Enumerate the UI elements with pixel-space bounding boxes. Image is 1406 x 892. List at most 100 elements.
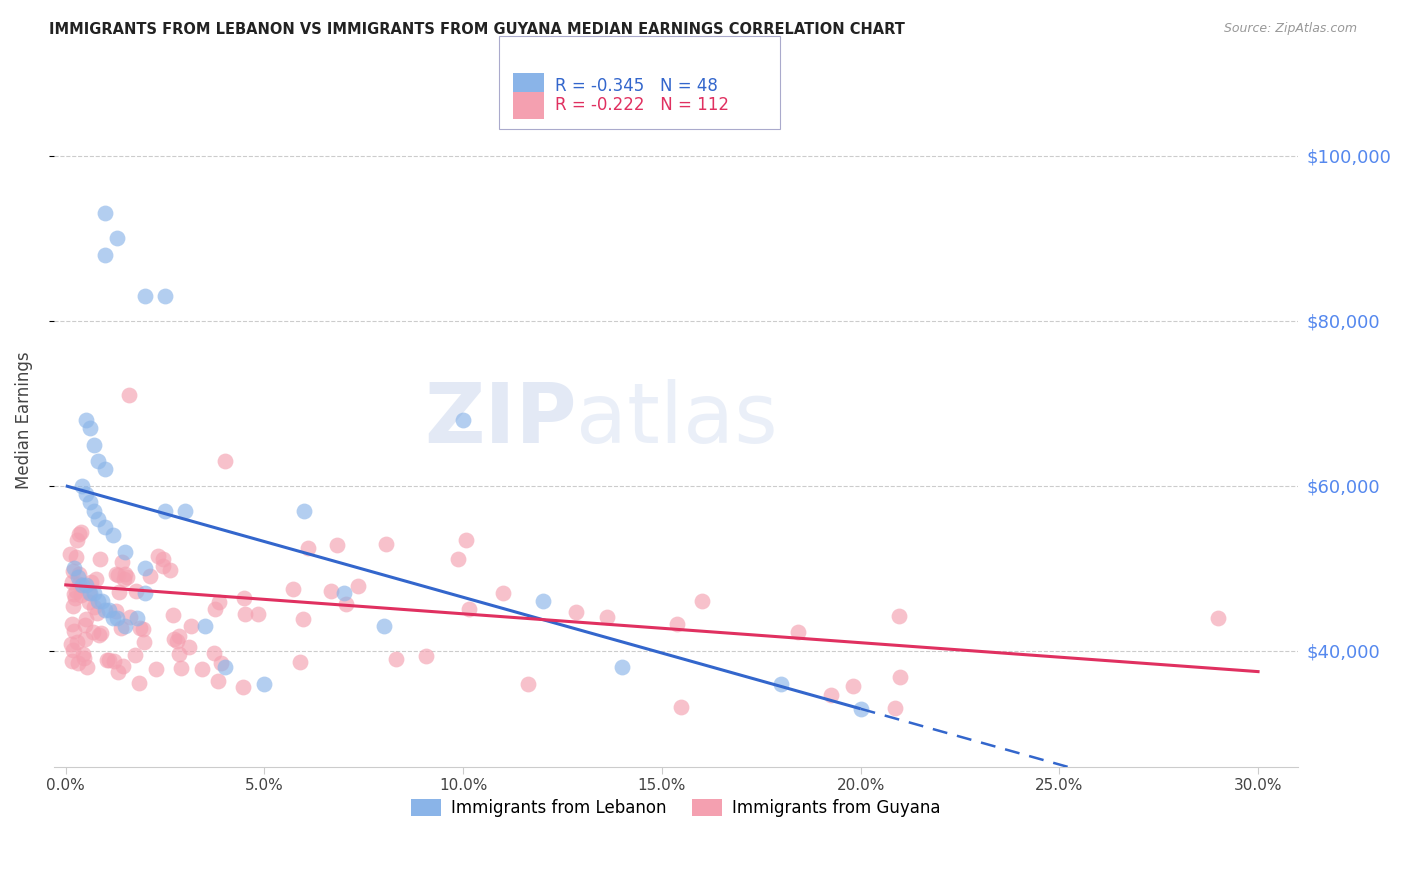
Point (103, 611, 125, 625)
Point (83, 437, 105, 451)
Point (233, 591, 256, 605)
Point (297, 541, 319, 556)
Point (105, 566, 128, 581)
Point (65, 583, 87, 598)
Point (96, 653, 118, 667)
Point (73, 632, 96, 647)
Point (565, 605, 588, 619)
Point (111, 659, 134, 673)
Point (75, 612, 97, 626)
Legend: Immigrants from Lebanon, Immigrants from Guyana: Immigrants from Lebanon, Immigrants from… (405, 793, 948, 824)
Point (65, 533, 87, 547)
Point (62, 599, 84, 613)
Point (103, 655, 125, 669)
Point (596, 610, 619, 624)
Point (63, 587, 86, 601)
Point (105, 603, 128, 617)
Point (179, 640, 201, 654)
Point (75, 578, 97, 592)
Point (134, 586, 156, 600)
Point (159, 563, 181, 577)
Text: R = -0.345   N = 48: R = -0.345 N = 48 (555, 78, 718, 95)
Point (79, 421, 101, 435)
Point (169, 647, 191, 661)
Point (59, 547, 82, 561)
Point (107, 568, 129, 582)
Point (666, 616, 689, 631)
Point (770, 677, 793, 691)
Point (90, 625, 112, 640)
Point (194, 619, 217, 633)
Point (70, 578, 93, 592)
Point (208, 595, 231, 609)
Point (86, 594, 108, 608)
Point (107, 665, 129, 680)
Point (86, 607, 108, 621)
Point (492, 586, 515, 600)
Point (67, 656, 90, 670)
Point (67, 577, 90, 591)
Point (94, 462, 117, 476)
Point (107, 231, 129, 245)
Point (180, 619, 202, 633)
Y-axis label: Median Earnings: Median Earnings (15, 351, 32, 489)
Point (63, 591, 86, 605)
Point (889, 608, 911, 623)
Point (75, 413, 97, 427)
Point (77, 586, 100, 600)
Point (326, 538, 349, 552)
Point (114, 545, 136, 559)
Point (66, 569, 89, 583)
Point (128, 676, 150, 690)
Point (127, 611, 149, 625)
Point (170, 661, 193, 675)
Point (454, 533, 477, 548)
Point (63, 624, 86, 639)
Point (98, 653, 121, 667)
Text: R = -0.222   N = 112: R = -0.222 N = 112 (555, 96, 730, 114)
Text: IMMIGRANTS FROM LEBANON VS IMMIGRANTS FROM GUYANA MEDIAN EARNINGS CORRELATION CH: IMMIGRANTS FROM LEBANON VS IMMIGRANTS FR… (49, 22, 905, 37)
Point (65, 550, 87, 565)
Point (209, 656, 232, 670)
Point (94, 206, 117, 220)
Point (70, 479, 93, 493)
Point (75, 487, 97, 501)
Text: ZIP: ZIP (423, 379, 576, 460)
Point (62, 643, 84, 657)
Point (132, 635, 155, 649)
Point (447, 551, 470, 566)
Point (76, 660, 98, 674)
Point (162, 632, 184, 647)
Point (214, 660, 236, 674)
Point (612, 660, 634, 674)
Point (786, 624, 808, 639)
Point (72, 651, 94, 665)
Point (145, 663, 167, 677)
Point (516, 677, 538, 691)
Point (86, 454, 108, 468)
Point (690, 594, 713, 608)
Point (94, 247, 117, 261)
Point (347, 579, 370, 593)
Point (1208, 611, 1230, 625)
Point (72, 647, 94, 661)
Point (60, 654, 83, 668)
Point (253, 677, 276, 691)
Point (70, 588, 93, 602)
Point (114, 619, 136, 633)
Point (134, 561, 156, 575)
Point (112, 573, 135, 587)
Point (153, 289, 176, 303)
Point (83, 586, 105, 600)
Point (153, 503, 176, 517)
Point (118, 388, 141, 402)
Point (333, 586, 356, 600)
Point (90, 594, 112, 608)
Point (146, 549, 169, 563)
Point (59, 636, 82, 650)
Point (889, 670, 911, 684)
Point (374, 537, 396, 551)
Point (86, 572, 108, 586)
Point (67, 527, 90, 541)
Point (288, 655, 311, 669)
